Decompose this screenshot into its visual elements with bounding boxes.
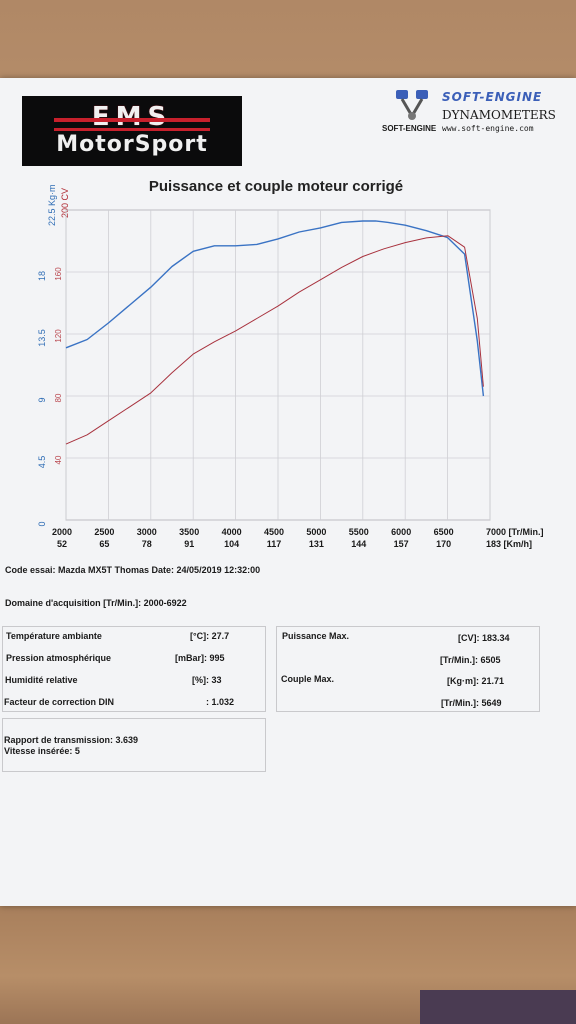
x-tick-label-kmh: 144 [351, 539, 366, 549]
logo-motorsport-text: MotorSport [56, 132, 208, 157]
results-box [276, 626, 540, 712]
softengine-logo: SOFT-ENGINE DYNAMOMETERS SOFT-ENGINE www… [380, 86, 556, 142]
y-tick-label-cv: 80 [54, 393, 63, 402]
x-tick-label-kmh: 52 [57, 539, 67, 549]
facteur-label: Facteur de correction DIN [4, 697, 115, 707]
facteur-value: : 1.032 [206, 697, 235, 707]
temp-value: [°C]: 27.7 [190, 631, 230, 641]
softengine-dynamometers: DYNAMOMETERS [442, 108, 556, 122]
x-tick-label-kmh: 104 [224, 539, 239, 549]
ems-motorsport-logo: EMS MotorSport [22, 96, 242, 166]
x-tick-label-rpm: 4000 [222, 527, 242, 537]
x-tick-label-rpm: 4500 [264, 527, 284, 537]
humidite-label: Humidité relative [5, 675, 78, 685]
x-tick-label-rpm: 3500 [179, 527, 199, 537]
x-tick-label-kmh: 65 [99, 539, 109, 549]
puissance-max-rpm: [Tr/Min.]: 6505 [440, 655, 501, 665]
softengine-brand: SOFT-ENGINE [382, 124, 437, 133]
puissance-max-value: [CV]: 183.34 [458, 633, 510, 643]
temp-label: Température ambiante [6, 631, 102, 641]
softengine-url: www.soft-engine.com [442, 124, 534, 133]
y-tick-label-cv: 120 [54, 329, 63, 343]
gear-inserted: Vitesse insérée: 5 [4, 746, 80, 756]
test-code-line: Code essai: Mazda MX5T Thomas Date: 24/0… [5, 565, 261, 575]
x-tick-label-rpm: 7000 [Tr/Min.] [486, 527, 544, 537]
logo-stripe [54, 118, 210, 122]
x-tick-label-kmh: 157 [394, 539, 409, 549]
piston-icon [396, 90, 428, 120]
x-tick-label-rpm: 3000 [137, 527, 157, 537]
acquisition-domain: Domaine d'acquisition [Tr/Min.]: 2000-69… [5, 598, 187, 608]
puissance-max-label: Puissance Max. [282, 631, 350, 641]
softengine-title: SOFT-ENGINE [442, 90, 543, 104]
power-curve [65, 235, 484, 445]
x-tick-label-rpm: 5500 [349, 527, 369, 537]
y-tick-label-cv: 160 [54, 267, 63, 281]
x-tick-label-kmh: 91 [184, 539, 194, 549]
dyno-report-sheet: EMS MotorSport SOFT-ENGINE DYNAMOMETERS … [0, 78, 576, 906]
humidite-value: [%]: 33 [192, 675, 222, 685]
y-tick-label-kgm: 18 [37, 271, 47, 281]
couple-max-value: [Kg·m]: 21.71 [447, 676, 505, 686]
x-tick-label-kmh: 183 [Km/h] [486, 539, 532, 549]
x-tick-label-rpm: 6500 [434, 527, 454, 537]
y-tick-label-kgm: 9 [37, 397, 47, 402]
y-tick-label-kgm: 0 [37, 521, 47, 526]
x-tick-label-kmh: 117 [267, 539, 282, 549]
x-axis-ticks: 2000 52 2500 65 3000 78 3500 91 4000 104 4500 117 50… [52, 527, 544, 549]
x-tick-label-kmh: 170 [436, 539, 451, 549]
y-axis-ticks: 0 4.5 9 13.5 18 40 80 120 160 [37, 267, 63, 527]
y-tick-label-cv: 40 [54, 455, 63, 464]
y-tick-label-kgm: 13.5 [37, 329, 47, 347]
x-tick-label-rpm: 5000 [306, 527, 326, 537]
conditions-box [2, 626, 266, 712]
pression-value: [mBar]: 995 [175, 653, 225, 663]
couple-max-label: Couple Max. [281, 674, 335, 684]
torque-curve [65, 220, 485, 397]
pression-label: Pression atmosphérique [6, 653, 112, 663]
chart-series [65, 220, 485, 445]
y-tick-label-kgm: 4.5 [37, 456, 47, 469]
x-tick-label-rpm: 6000 [391, 527, 411, 537]
chart-grid [65, 209, 491, 521]
x-tick-label-rpm: 2500 [94, 527, 114, 537]
x-tick-label-kmh: 131 [309, 539, 324, 549]
transmission-ratio: Rapport de transmission: 3.639 [4, 735, 139, 745]
logo-ems-text: EMS [91, 102, 173, 132]
x-tick-label-kmh: 78 [142, 539, 152, 549]
chart-title: Puissance et couple moteur corrigé [148, 178, 404, 195]
floor-carpet [420, 990, 576, 1024]
x-tick-label-rpm: 2000 [52, 527, 72, 537]
couple-max-rpm: [Tr/Min.]: 5649 [441, 698, 502, 708]
transmission-box [2, 718, 266, 772]
logo-stripe [54, 128, 210, 131]
